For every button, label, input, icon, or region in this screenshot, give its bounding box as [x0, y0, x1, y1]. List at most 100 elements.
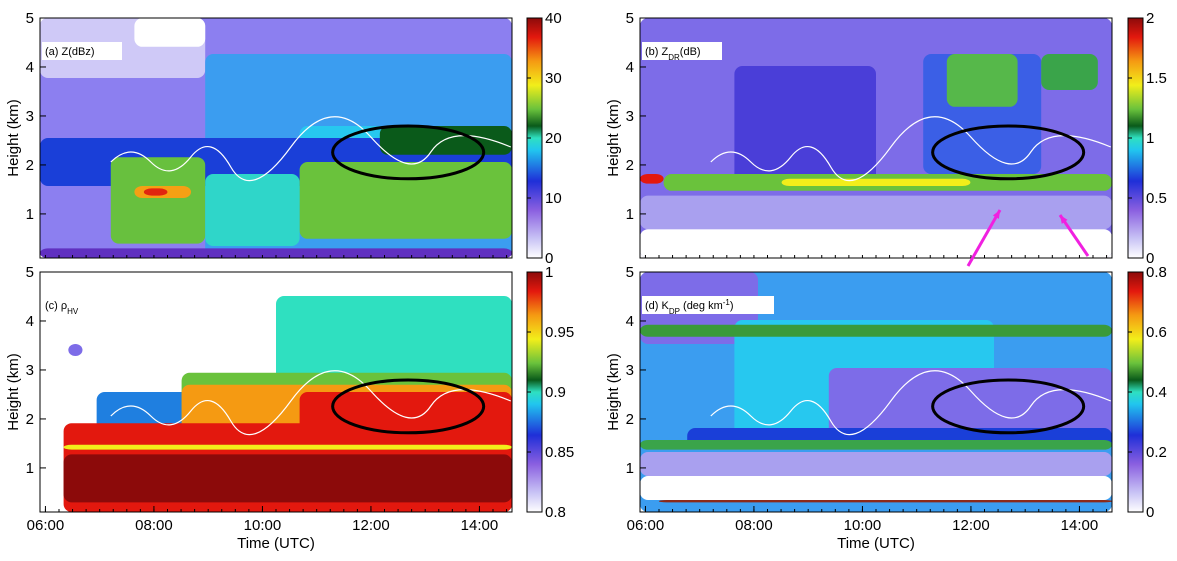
colorbar-tick-label: 10 [545, 190, 562, 207]
x-tick-label: 14:00 [461, 517, 499, 534]
field [640, 18, 1112, 258]
x-tick-label: 08:00 [135, 517, 173, 534]
x-tick-label: 10:00 [244, 517, 282, 534]
colorbar-tick-label: 0.85 [545, 444, 574, 461]
y-tick-label: 1 [626, 460, 634, 477]
y-axis-label: Height (km) [5, 99, 22, 177]
label-box [42, 296, 122, 314]
field [40, 272, 512, 512]
y-tick-label: 5 [626, 10, 634, 27]
field [640, 272, 1112, 512]
y-axis-label: Height (km) [605, 99, 622, 177]
label-part: (a) Z(dBz) [45, 46, 95, 58]
field-patch [734, 66, 876, 186]
annotation-ellipse [931, 378, 1086, 435]
label-part: -1 [723, 298, 731, 307]
annotation-ellipse [331, 124, 486, 181]
y-tick-label: 4 [626, 59, 634, 76]
field-patch [640, 440, 1112, 450]
colorbar-tick-label: 2 [1146, 10, 1154, 27]
y-tick-label: 1 [626, 206, 634, 223]
y-tick-label: 2 [626, 157, 634, 174]
field-patch [946, 54, 1018, 107]
panel-label: (a) Z(dBz) [45, 46, 95, 58]
contour [710, 370, 1112, 436]
label-part: (deg km [680, 300, 723, 312]
y-tick-label: 3 [26, 108, 34, 125]
label-part: ) [730, 300, 734, 312]
panel: 06:00 08:00 10:00 12:00 14:00 1 2 3 4 5 Height (km… [5, 264, 574, 552]
label-box [642, 42, 722, 60]
field-patch [379, 126, 512, 155]
colorbar-tick-label: 0.8 [1146, 264, 1167, 281]
label-box [42, 42, 122, 60]
x-axis-label: Time (UTC) [837, 535, 915, 552]
colorbar-tick-label: 1 [545, 264, 553, 281]
colorbar-tick-label: 0.6 [1146, 324, 1167, 341]
annotation-ellipse [331, 378, 486, 435]
colorbar-tick-label: 20 [545, 130, 562, 147]
colorbar-tick-label: 0.2 [1146, 444, 1167, 461]
y-axis-label: Height (km) [605, 353, 622, 431]
field-patch [781, 178, 971, 186]
y-tick-label: 4 [26, 59, 34, 76]
y-tick-label: 1 [26, 206, 34, 223]
y-tick-label: 3 [626, 362, 634, 379]
field-patch [134, 18, 206, 47]
y-tick-label: 2 [26, 411, 34, 428]
panel: 06:00 08:00 10:00 12:00 14:00 1 2 3 4 5 Height (km… [605, 264, 1167, 552]
colorbar-tick-label: 0 [1146, 250, 1154, 267]
colorbar-tick-label: 0.95 [545, 324, 574, 341]
x-tick-label: 10:00 [844, 517, 882, 534]
arrow [966, 209, 1002, 267]
colorbar-tick-label: 0 [545, 250, 553, 267]
label-part: (d) K [645, 300, 670, 312]
y-tick-label: 4 [626, 313, 634, 330]
colorbar-tick-label: 40 [545, 10, 562, 27]
y-tick-label: 3 [26, 362, 34, 379]
field-patch [63, 444, 512, 450]
y-tick-label: 1 [26, 460, 34, 477]
annotation-ellipse [931, 124, 1086, 181]
colorbar-tick-label: 1 [1146, 130, 1154, 147]
y-tick-label: 5 [26, 264, 34, 281]
panel: 1 2 3 4 5 Height (km) (b) ZDR(dB) 0 0.5 1 1.5 2 [605, 10, 1167, 267]
label-box [642, 296, 774, 314]
field-patch [640, 324, 1112, 337]
colorbar-tick-label: 0.8 [545, 504, 566, 521]
contour [110, 116, 512, 182]
field-patch [110, 157, 206, 244]
field-patch [143, 188, 168, 196]
y-tick-label: 5 [26, 10, 34, 27]
x-tick-label: 12:00 [352, 517, 390, 534]
colorbar-tick-label: 0 [1146, 504, 1154, 521]
arrow-head [992, 210, 1000, 219]
panel-label: (d) KDP (deg km-1) [645, 298, 734, 316]
field-patch [640, 174, 664, 184]
colorbar-tick-label: 0.5 [1146, 190, 1167, 207]
x-tick-label: 06:00 [627, 517, 665, 534]
colorbar-tick-label: 30 [545, 70, 562, 87]
label-part: (dB) [680, 46, 701, 58]
label-part: HV [67, 307, 79, 316]
colorbar-tick-label: 0.4 [1146, 384, 1167, 401]
field-patch [658, 500, 1112, 503]
y-tick-label: 5 [626, 264, 634, 281]
x-tick-label: 12:00 [952, 517, 990, 534]
label-part: (b) Z [645, 46, 669, 58]
panel-label: (c) ρHV [45, 300, 79, 316]
colorbar-tick-label: 1.5 [1146, 70, 1167, 87]
field [40, 18, 512, 258]
field-patch [640, 229, 1112, 258]
colorbar-tick-label: 0.9 [545, 384, 566, 401]
field-patch [205, 174, 300, 246]
field-patch [40, 248, 512, 258]
panel: 1 2 3 4 5 Height (km) (a) Z(dBz) 0 10 20 30 40 [5, 10, 562, 267]
label-part: (c) ρ [45, 300, 67, 312]
x-tick-label: 14:00 [1061, 517, 1099, 534]
contour [710, 116, 1112, 182]
field-patch [63, 454, 512, 503]
y-tick-label: 4 [26, 313, 34, 330]
contour [110, 370, 512, 436]
